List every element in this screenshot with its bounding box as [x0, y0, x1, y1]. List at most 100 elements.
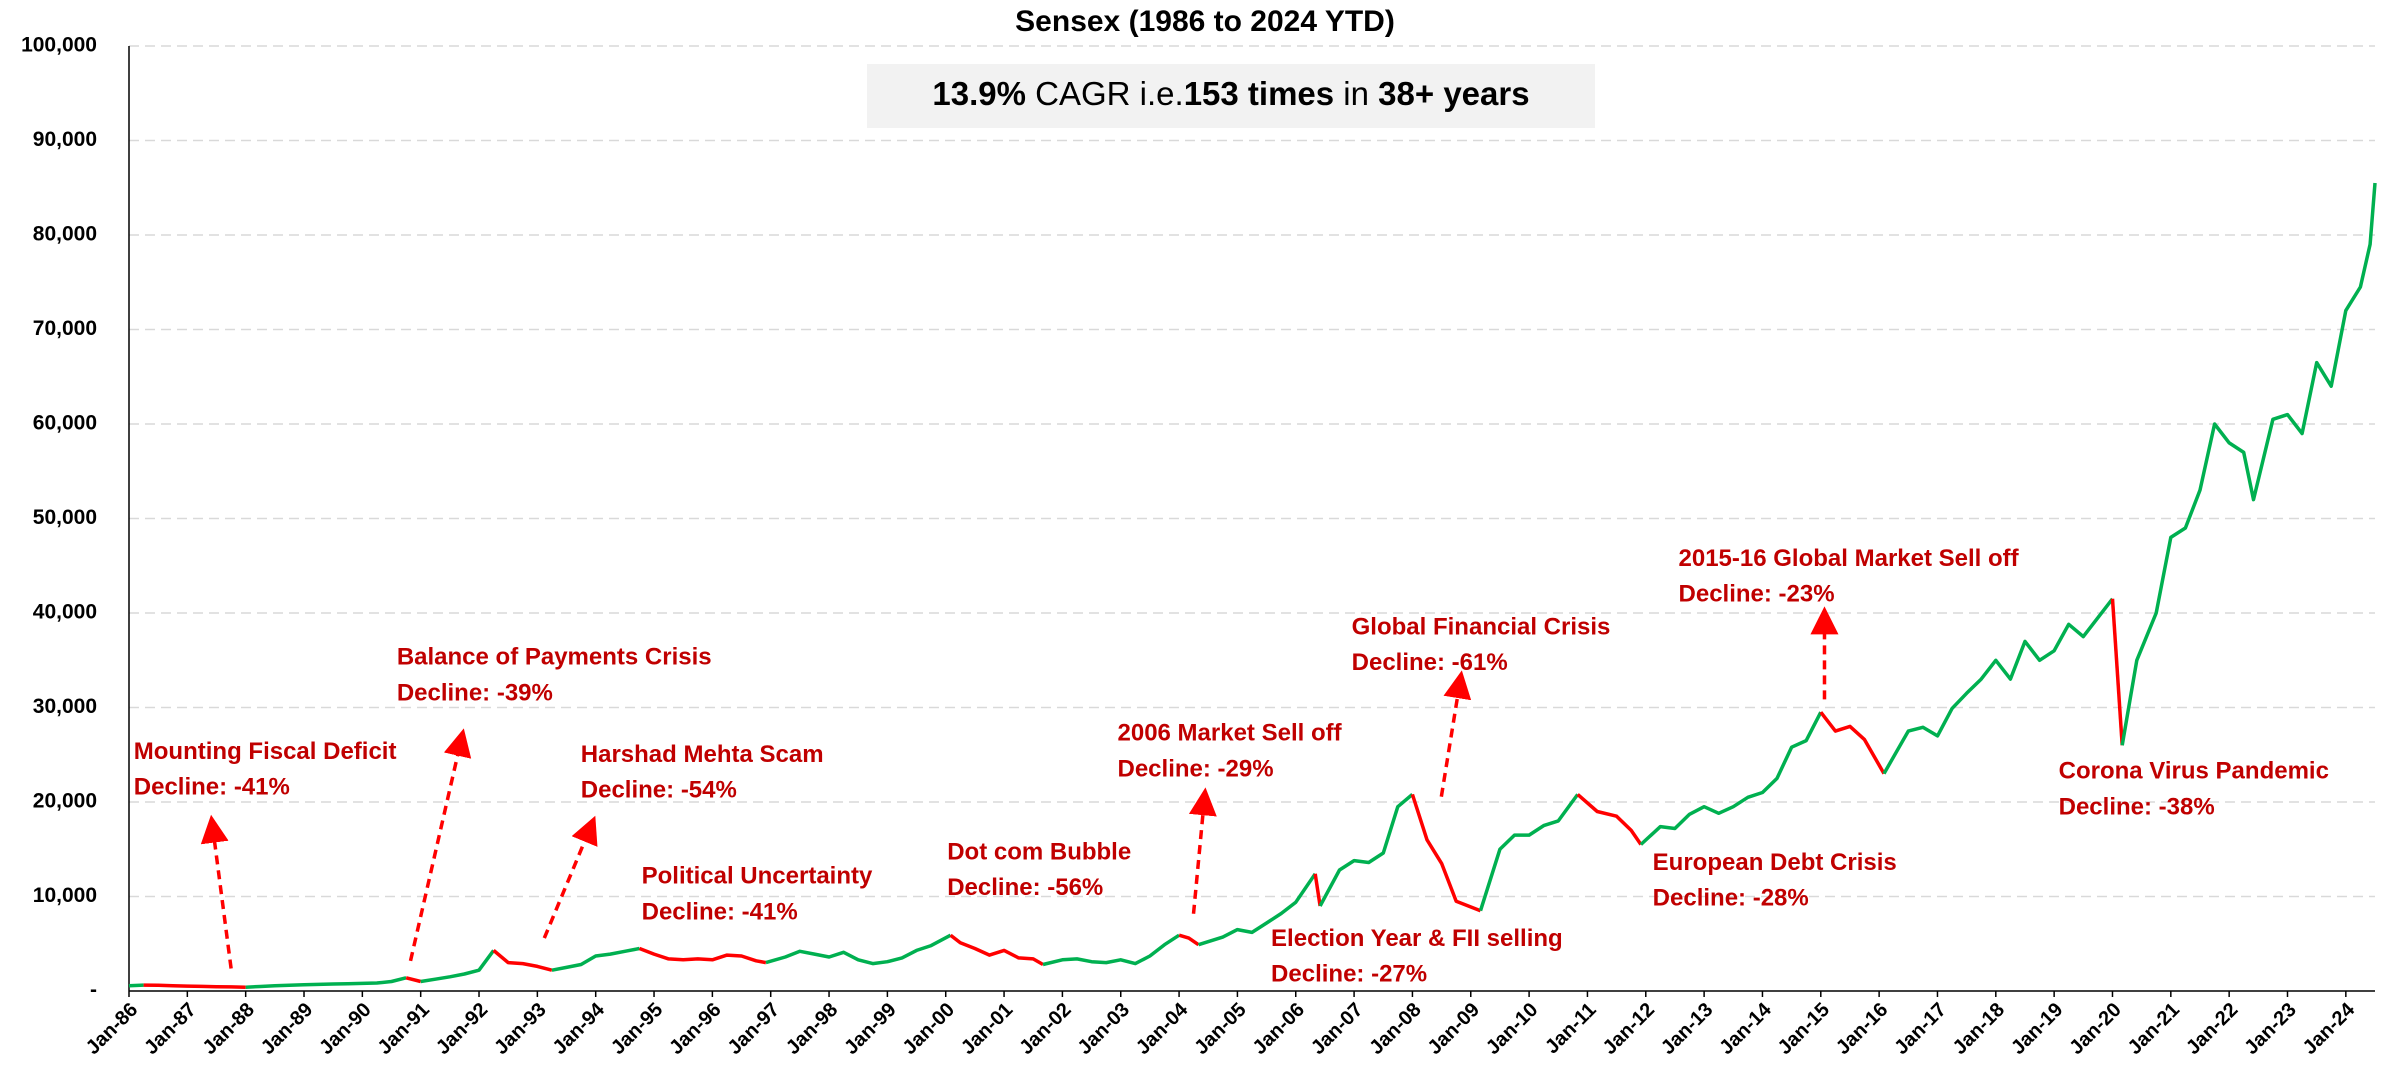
x-tick-label: Jan-06	[1249, 999, 1309, 1059]
x-tick-label: Jan-88	[199, 999, 259, 1059]
x-tick-label: Jan-01	[957, 999, 1017, 1059]
annotation-label: Political Uncertainty	[642, 863, 873, 890]
annotation-label: Decline: -41%	[642, 898, 798, 925]
x-tick-label: Jan-21	[2124, 999, 2184, 1059]
decline-line	[1410, 793, 1482, 913]
x-tick-label: Jan-95	[607, 999, 667, 1059]
annotation-label: 2015-16 Global Market Sell off	[1679, 545, 2020, 572]
callout-segment: 13.9%	[932, 75, 1026, 112]
y-tick-label: 40,000	[33, 601, 97, 624]
annotation-label: Mounting Fiscal Deficit	[134, 738, 397, 765]
y-tick-label: 70,000	[33, 317, 97, 340]
annotation-arrow	[408, 728, 472, 962]
x-tick-label: Jan-09	[1424, 999, 1484, 1059]
sensex-line	[2120, 182, 2377, 746]
annotation-arrow	[1188, 787, 1217, 914]
x-tick-label: Jan-16	[1832, 999, 1892, 1059]
annotation-label: Decline: -23%	[1679, 581, 1835, 608]
x-tick-label: Jan-18	[1949, 999, 2009, 1059]
sensex-line	[1318, 793, 1414, 907]
sensex-line	[1042, 933, 1181, 967]
x-tick-label: Jan-20	[2065, 999, 2125, 1059]
y-tick-label: 20,000	[33, 790, 97, 813]
x-tick-label: Jan-08	[1365, 999, 1425, 1059]
x-tick-label: Jan-24	[2299, 998, 2360, 1059]
x-tick-label: Jan-99	[840, 999, 900, 1059]
x-tick-label: Jan-94	[549, 998, 610, 1059]
annotation-label: Election Year & FII selling	[1271, 925, 1563, 952]
y-tick-label: 90,000	[33, 128, 97, 151]
sensex-line	[245, 976, 407, 989]
y-tick-label: 30,000	[33, 695, 97, 718]
y-tick-label: 100,000	[21, 34, 97, 57]
sensex-line	[1639, 711, 1823, 846]
callout-segment: 153 times	[1184, 75, 1334, 112]
decline-line	[1819, 711, 1886, 775]
annotation-arrow	[542, 815, 598, 939]
annotation-label: 2006 Market Sell off	[1118, 720, 1343, 747]
x-tick-label: Jan-91	[374, 999, 434, 1059]
decline-line	[638, 946, 767, 965]
decline-line	[1576, 793, 1643, 846]
annotation-label: Dot com Bubble	[947, 838, 1131, 865]
chart-title: Sensex (1986 to 2024 YTD)	[1015, 5, 1395, 38]
y-tick-label: -	[90, 979, 97, 1002]
x-tick-label: Jan-04	[1132, 998, 1193, 1059]
annotation-label: Balance of Payments Crisis	[397, 644, 712, 671]
decline-line	[949, 933, 1044, 967]
x-tick-label: Jan-98	[782, 999, 842, 1059]
sensex-line	[128, 983, 144, 988]
x-tick-label: Jan-86	[82, 999, 142, 1059]
y-tick-label: 80,000	[33, 223, 97, 246]
decline-line	[2110, 598, 2124, 746]
decline-line	[143, 983, 246, 989]
y-tick-label: 50,000	[33, 506, 97, 529]
annotation-arrow	[1439, 670, 1472, 797]
x-tick-label: Jan-93	[490, 999, 550, 1059]
decline-line	[1313, 873, 1322, 907]
annotation-label: Decline: -56%	[947, 874, 1103, 901]
annotation-label: Decline: -61%	[1352, 649, 1508, 676]
annotation-label: Global Financial Crisis	[1352, 613, 1611, 640]
x-tick-label: Jan-22	[2182, 999, 2242, 1059]
y-tick-label: 10,000	[33, 884, 97, 907]
y-tick-label: 60,000	[33, 412, 97, 435]
annotation-label: Decline: -54%	[581, 777, 737, 804]
annotation-label: Decline: -29%	[1118, 755, 1274, 782]
sensex-line	[420, 949, 496, 984]
callout-segment: in	[1334, 75, 1378, 112]
sensex-line	[1197, 872, 1317, 947]
annotation-label: Decline: -39%	[397, 679, 553, 706]
callout-box	[867, 64, 1595, 128]
x-tick-label: Jan-05	[1190, 999, 1250, 1059]
x-tick-label: Jan-19	[2007, 999, 2067, 1059]
x-tick-label: Jan-02	[1015, 999, 1075, 1059]
sensex-line	[1478, 793, 1580, 912]
x-tick-label: Jan-96	[665, 999, 725, 1059]
x-tick-label: Jan-13	[1657, 999, 1717, 1059]
x-tick-label: Jan-90	[315, 999, 375, 1059]
callout-segment: 38+ years	[1378, 75, 1529, 112]
sensex-line	[1882, 597, 2114, 775]
callout-text: 13.9% CAGR i.e.153 times in 38+ years	[932, 75, 1529, 112]
annotation-label: Decline: -41%	[134, 774, 290, 801]
x-tick-label: Jan-11	[1541, 999, 1601, 1059]
annotation-arrow	[200, 814, 233, 969]
annotation-label: European Debt Crisis	[1653, 849, 1897, 876]
decline-line	[405, 976, 422, 984]
annotation-label: Decline: -28%	[1653, 885, 1809, 912]
x-tick-label: Jan-87	[140, 999, 200, 1059]
x-tick-label: Jan-97	[724, 999, 784, 1059]
x-tick-label: Jan-10	[1482, 999, 1542, 1059]
x-tick-label: Jan-17	[1890, 999, 1950, 1059]
x-tick-label: Jan-14	[1715, 998, 1776, 1059]
annotation-label: Decline: -38%	[2059, 793, 2215, 820]
x-tick-label: Jan-92	[432, 999, 492, 1059]
sensex-line	[765, 933, 952, 966]
sensex-line	[551, 946, 640, 972]
decline-line	[1178, 933, 1200, 947]
annotation-label: Corona Virus Pandemic	[2059, 758, 2329, 785]
callout-segment: CAGR i.e.	[1026, 75, 1184, 112]
x-tick-label: Jan-15	[1774, 999, 1834, 1059]
